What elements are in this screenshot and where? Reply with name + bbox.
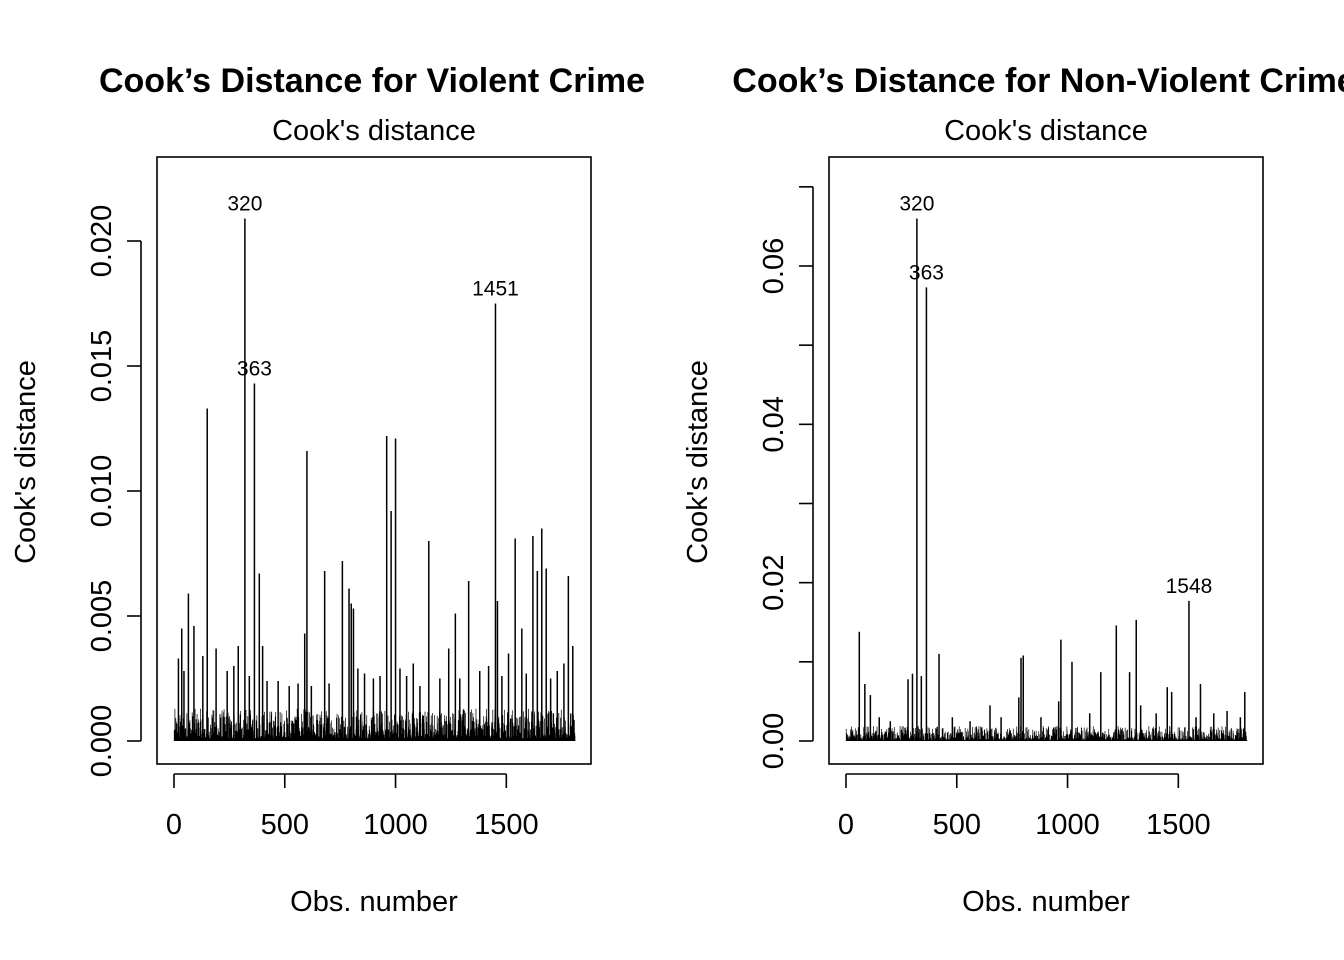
y-tick-label: 0.04	[758, 396, 790, 452]
bars	[173, 218, 576, 741]
point-labels: 320 363 1548	[899, 193, 1212, 598]
x-axis-label: Obs. number	[962, 886, 1130, 918]
point-label: 320	[227, 193, 262, 216]
chart-subtitle: Cook's distance	[944, 115, 1148, 147]
y-axis: 0.000 0.005 0.010 0.015 0.020	[86, 205, 142, 778]
y-tick-label: 0.06	[758, 238, 790, 294]
y-tick-label: 0.00	[758, 713, 790, 769]
x-axis: 0 500 1000 1500	[166, 773, 539, 841]
panel-non-violent-crime: Cook’s Distance for Non-Violent Crime Co…	[682, 62, 1344, 918]
x-tick-label: 500	[261, 809, 309, 841]
point-labels: 320 363 1451	[227, 193, 518, 381]
bars	[845, 218, 1248, 741]
plot-frame	[828, 156, 1264, 765]
chart-title: Cook’s Distance for Violent Crime	[99, 62, 645, 100]
y-axis-label: Cook's distance	[10, 360, 42, 564]
x-tick-label: 1000	[1035, 809, 1100, 841]
x-axis-label: Obs. number	[290, 886, 458, 918]
point-label: 363	[237, 358, 272, 381]
x-tick-label: 0	[838, 809, 854, 841]
chart-title: Cook’s Distance for Non-Violent Crime	[732, 62, 1344, 100]
y-tick-label: 0.015	[86, 330, 118, 403]
point-label: 363	[909, 261, 944, 284]
point-label: 1451	[472, 278, 519, 301]
x-tick-label: 500	[933, 809, 981, 841]
x-axis: 0 500 1000 1500	[838, 773, 1211, 841]
chart-subtitle: Cook's distance	[272, 115, 476, 147]
x-tick-label: 0	[166, 809, 182, 841]
x-tick-label: 1000	[363, 809, 428, 841]
y-tick-label: 0.02	[758, 554, 790, 610]
y-tick-label: 0.010	[86, 455, 118, 528]
y-tick-label: 0.005	[86, 580, 118, 653]
plot-frame	[156, 156, 592, 765]
panel-violent-crime: Cook’s Distance for Violent Crime Cook's…	[10, 62, 645, 918]
y-axis: 0.00 0.02 0.04 0.06	[758, 186, 814, 769]
point-label: 1548	[1166, 575, 1213, 598]
y-tick-label: 0.020	[86, 205, 118, 278]
point-label: 320	[899, 193, 934, 216]
y-axis-label: Cook's distance	[682, 360, 714, 564]
noise-spikes	[845, 726, 1248, 741]
y-tick-label: 0.000	[86, 705, 118, 778]
x-tick-label: 1500	[474, 809, 539, 841]
x-tick-label: 1500	[1146, 809, 1211, 841]
